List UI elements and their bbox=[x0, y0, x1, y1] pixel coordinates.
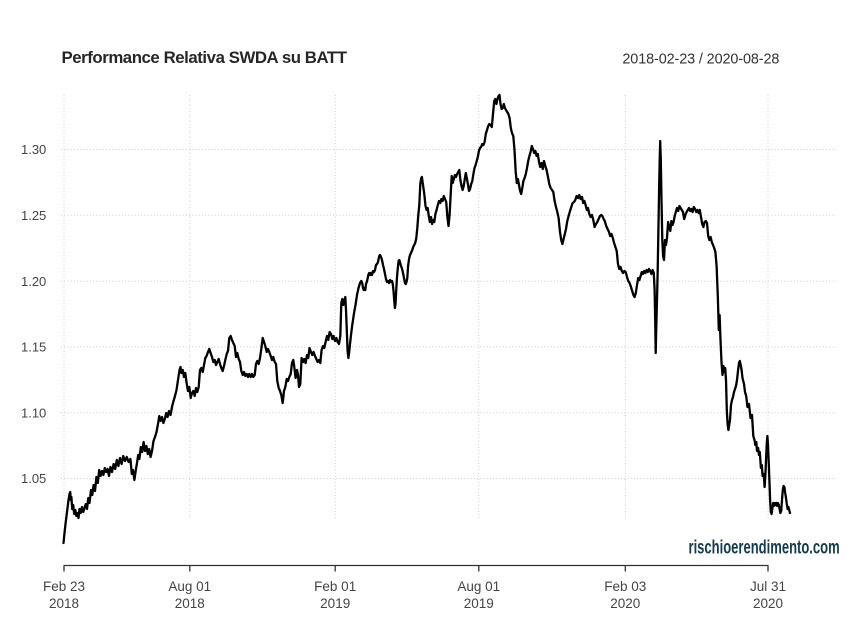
svg-text:1.30: 1.30 bbox=[21, 142, 46, 157]
svg-text:rischioerendimento.com: rischioerendimento.com bbox=[689, 537, 840, 558]
svg-text:2019: 2019 bbox=[320, 596, 350, 611]
svg-text:Jul 31: Jul 31 bbox=[750, 579, 786, 594]
svg-text:1.25: 1.25 bbox=[21, 208, 46, 223]
svg-text:Feb 01: Feb 01 bbox=[314, 579, 356, 594]
svg-text:2018: 2018 bbox=[175, 596, 205, 611]
svg-text:2018-02-23 / 2020-08-28: 2018-02-23 / 2020-08-28 bbox=[622, 51, 779, 67]
svg-text:Feb 23: Feb 23 bbox=[43, 579, 85, 594]
svg-text:2018: 2018 bbox=[49, 596, 79, 611]
svg-text:1.15: 1.15 bbox=[21, 340, 46, 355]
svg-text:Aug 01: Aug 01 bbox=[168, 579, 211, 594]
svg-text:1.05: 1.05 bbox=[21, 471, 46, 486]
svg-text:2020: 2020 bbox=[753, 596, 783, 611]
svg-text:1.20: 1.20 bbox=[21, 274, 46, 289]
svg-text:Aug 01: Aug 01 bbox=[457, 579, 500, 594]
svg-text:2019: 2019 bbox=[464, 596, 494, 611]
svg-text:1.10: 1.10 bbox=[21, 405, 46, 420]
svg-text:Feb 03: Feb 03 bbox=[604, 579, 646, 594]
svg-text:Performance Relativa SWDA su B: Performance Relativa SWDA su BATT bbox=[62, 48, 348, 67]
svg-text:2020: 2020 bbox=[610, 596, 640, 611]
